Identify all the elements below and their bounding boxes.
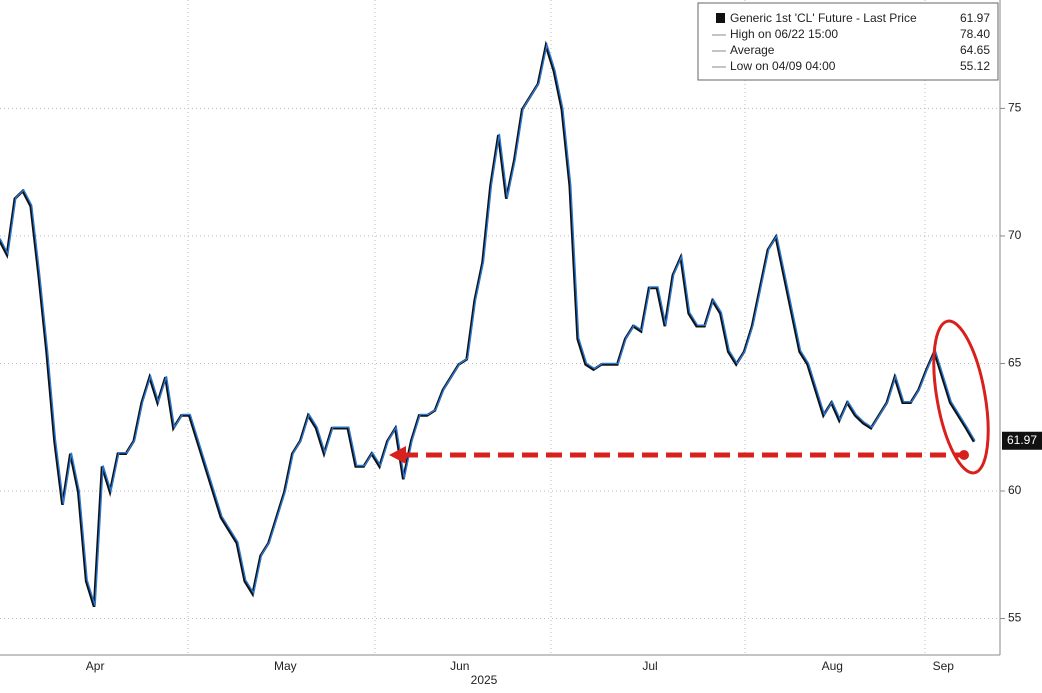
legend-stat-label: Low on 04/09 04:00 [730,59,836,73]
legend-value: 61.97 [960,11,990,25]
line-shadow [0,40,976,608]
legend-box [697,2,999,81]
x-tick-label: Jul [642,659,657,673]
plot [0,40,1000,620]
arrow-dot [959,450,969,460]
x-tick-label: Jun [450,659,469,673]
month-grid [187,0,926,655]
x-tick-label: Aug [822,659,843,673]
last-price-label: 61.97 [1007,433,1037,447]
y-tick-label: 55 [1008,611,1022,625]
x-tick-label: Sep [933,659,955,673]
legend-stat-label: Average [730,43,775,57]
y-tick-label: 60 [1008,483,1022,497]
legend: Generic 1st 'CL' Future - Last Price 61.… [697,2,999,81]
legend-stat-label: High on 06/22 15:00 [730,27,838,41]
legend-stat-value: 55.12 [960,59,990,73]
y-tick-label: 70 [1008,228,1022,242]
arrow-head [389,446,406,464]
x-axis-label: 2025 [471,673,498,687]
highlight-ellipse [932,319,990,475]
legend-label: Generic 1st 'CL' Future - Last Price [730,11,917,25]
x-tick-label: May [274,659,297,673]
y-tick-label: 65 [1008,356,1022,370]
price-line [0,41,976,606]
legend-stat-value: 64.65 [960,43,990,57]
last-price-box [1002,431,1042,450]
x-tick-label: Apr [86,659,105,673]
legend-stat-value: 78.40 [960,27,990,41]
y-tick-label: 75 [1008,101,1022,115]
annotation [389,319,990,475]
legend-swatch [716,13,725,23]
